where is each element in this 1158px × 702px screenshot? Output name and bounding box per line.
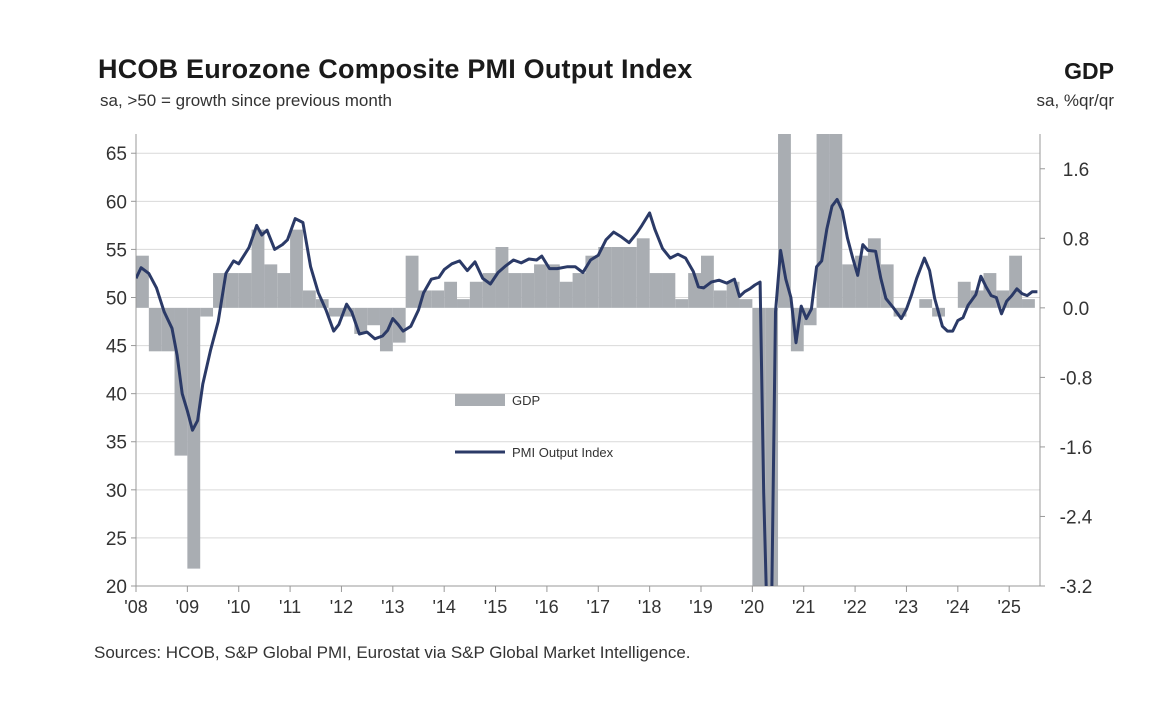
gdp-bar xyxy=(675,299,689,308)
gdp-bar xyxy=(701,255,714,308)
x-tick-label: '17 xyxy=(587,597,610,617)
gdp-bar xyxy=(739,299,753,308)
x-tick-label: '24 xyxy=(946,597,969,617)
gdp-bar xyxy=(919,299,933,308)
gdp-bar xyxy=(572,273,586,308)
gdp-bar xyxy=(559,281,573,308)
gdp-bar xyxy=(341,307,355,317)
gdp-bar xyxy=(662,273,676,308)
chart-title: HCOB Eurozone Composite PMI Output Index xyxy=(98,54,693,84)
gridlines xyxy=(136,152,1040,539)
gdp-bar xyxy=(893,307,907,317)
gdp-bar xyxy=(187,307,201,569)
gdp-bar xyxy=(842,264,856,308)
right-axis-title: GDP xyxy=(1064,58,1114,84)
left-tick-label: 45 xyxy=(106,337,127,358)
gdp-bar xyxy=(829,134,843,308)
x-tick-label: '22 xyxy=(843,597,866,617)
gdp-bar xyxy=(1009,255,1023,308)
x-tick-label: '09 xyxy=(176,597,199,617)
right-tick-label: 1.6 xyxy=(1063,160,1089,181)
gdp-bar xyxy=(546,264,560,308)
gdp-bar xyxy=(277,273,291,308)
x-tick-label: '19 xyxy=(689,597,712,617)
gdp-bar xyxy=(636,238,650,308)
gdp-bar xyxy=(469,281,483,308)
gdp-bar xyxy=(225,273,239,308)
gdp-bar xyxy=(161,307,175,352)
gdp-bar xyxy=(302,290,316,308)
gdp-bar xyxy=(855,255,868,308)
gdp-bar xyxy=(200,307,214,317)
legend-gdp-label: GDP xyxy=(512,393,540,408)
right-tick-label: -3.2 xyxy=(1060,577,1093,598)
gdp-bar xyxy=(444,281,458,308)
left-tick-label: 55 xyxy=(106,240,127,261)
x-tick-label: '21 xyxy=(792,597,815,617)
gdp-bar xyxy=(713,290,727,308)
gdp-bar xyxy=(598,247,612,308)
gdp-bar xyxy=(367,307,380,326)
left-tick-label: 30 xyxy=(106,481,127,502)
gdp-bar xyxy=(623,247,637,308)
x-tick-label: '20 xyxy=(741,597,764,617)
left-tick-label: 40 xyxy=(106,385,127,406)
chart-subtitle: sa, >50 = growth since previous month xyxy=(100,91,392,110)
gdp-bar xyxy=(1022,299,1035,308)
gdp-bar xyxy=(957,281,971,308)
x-tick-label: '12 xyxy=(330,597,353,617)
gdp-bar xyxy=(405,255,419,308)
gdp-bar xyxy=(611,247,624,308)
left-tick-label: 65 xyxy=(106,144,127,165)
gdp-bar xyxy=(508,273,522,308)
gdp-bar xyxy=(534,264,547,308)
right-tick-label: 0.0 xyxy=(1063,299,1089,320)
legend-gdp-swatch xyxy=(455,394,505,406)
x-tick-label: '13 xyxy=(381,597,404,617)
gdp-bar xyxy=(328,307,342,317)
x-tick-label: '08 xyxy=(124,597,147,617)
x-tick-label: '10 xyxy=(227,597,250,617)
pmi-line xyxy=(136,197,1038,586)
gdp-bar xyxy=(238,273,252,308)
source-note: Sources: HCOB, S&P Global PMI, Eurostat … xyxy=(94,643,691,662)
right-tick-label: 0.8 xyxy=(1063,229,1089,250)
x-tick-label: '25 xyxy=(997,597,1020,617)
left-tick-label: 35 xyxy=(106,433,127,454)
right-tick-label: -0.8 xyxy=(1060,368,1093,389)
pmi-line-layer xyxy=(136,197,1038,586)
gdp-bar xyxy=(264,264,278,308)
left-tick-label: 20 xyxy=(106,577,127,598)
right-tick-label: -2.4 xyxy=(1060,507,1093,528)
gdp-bar xyxy=(649,273,663,308)
gdp-bar xyxy=(136,255,149,308)
right-axis-subtitle: sa, %qr/qr xyxy=(1036,91,1114,110)
legend: GDP PMI Output Index xyxy=(455,393,614,460)
gdp-bar xyxy=(778,134,791,308)
gdp-bar xyxy=(431,290,445,308)
x-tick-label: '16 xyxy=(535,597,558,617)
gdp-bar xyxy=(148,307,162,352)
x-tick-label: '14 xyxy=(432,597,455,617)
legend-pmi-label: PMI Output Index xyxy=(512,445,614,460)
gdp-bar xyxy=(290,229,303,308)
gdp-bar xyxy=(457,299,470,308)
left-tick-label: 50 xyxy=(106,288,127,309)
x-tick-label: '23 xyxy=(895,597,918,617)
x-tick-label: '18 xyxy=(638,597,661,617)
left-tick-label: 25 xyxy=(106,529,127,550)
gdp-bar xyxy=(251,229,265,308)
gdp-bar xyxy=(585,255,599,308)
left-tick-label: 60 xyxy=(106,192,127,213)
axes: 20 25 30 35 40 45 50 55 60 65 1.6 0.8 0.0 -0.8 -1.6 -2.… xyxy=(106,134,1093,617)
gdp-bar xyxy=(521,273,535,308)
gdp-bar xyxy=(495,247,509,308)
x-tick-label: '15 xyxy=(484,597,507,617)
pmi-gdp-chart: 20 25 30 35 40 45 50 55 60 65 1.6 0.8 0.0 -0.8 -1.6 -2.… xyxy=(106,134,1093,617)
gdp-bars xyxy=(136,134,1035,586)
gdp-bar xyxy=(803,307,817,326)
right-tick-label: -1.6 xyxy=(1060,438,1093,459)
x-tick-label: '11 xyxy=(279,597,301,617)
